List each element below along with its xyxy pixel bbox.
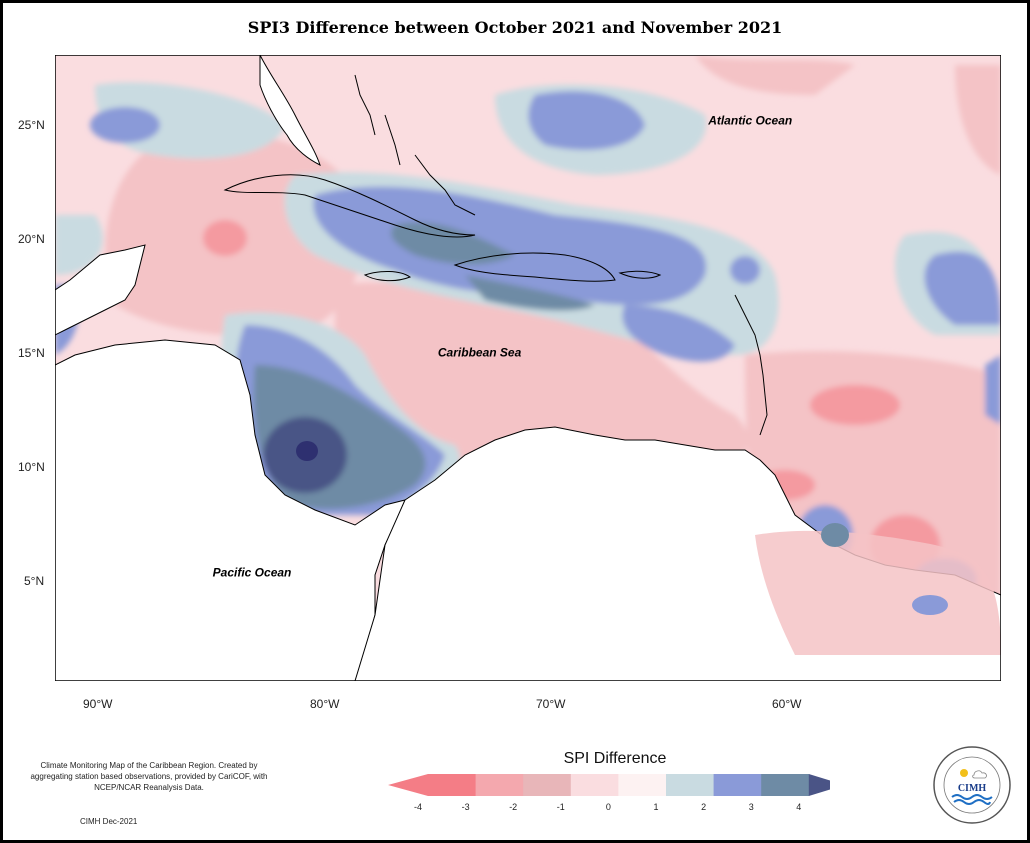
legend-tick-label: 0 [606, 802, 611, 812]
field-neg3-spot1 [203, 220, 247, 256]
field-neg2-central [335, 282, 749, 475]
field-pos1-west-edge [55, 215, 103, 275]
field-pos2-antilles [313, 186, 707, 305]
hispaniola [453, 252, 616, 282]
legend-colorbar: -4 -3 -2 -1 0 1 2 3 4 [388, 774, 830, 812]
lon-tick-60w: 60°W [772, 697, 802, 711]
lat-tick-20n: 20°N [18, 232, 45, 246]
guiana-field [755, 530, 1001, 655]
jamaica [363, 271, 412, 282]
logo-text: CIMH [958, 783, 987, 794]
map-title: SPI3 Difference between October 2021 and… [247, 18, 783, 37]
field-pos2-east [924, 251, 1001, 325]
legend-tick-label: 2 [701, 802, 706, 812]
lesser-antilles [734, 294, 768, 436]
legend-swatch [475, 774, 524, 796]
legend-swatch [761, 774, 810, 796]
legend-tick-label: 1 [653, 802, 658, 812]
legend-swatch [570, 774, 619, 796]
wave-icon [951, 794, 993, 800]
yucatan [55, 244, 146, 336]
legend-swatch [618, 774, 667, 796]
puerto-rico [618, 270, 662, 279]
region-label-atlantic: Atlantic Ocean [707, 114, 792, 128]
cloud-icon [972, 770, 987, 779]
legend-swatch [523, 774, 572, 796]
legend-tick-label: -1 [557, 802, 565, 812]
field-neg2-ne [955, 65, 1001, 175]
suriname-blue-spot [912, 595, 948, 615]
wave-icon [953, 799, 991, 805]
field-pos2-spot [730, 256, 760, 284]
cuba [223, 174, 476, 238]
field-pos3-hispaniola [465, 275, 595, 311]
island-outlines [223, 74, 768, 436]
legend-tick-label: 3 [749, 802, 754, 812]
guyana-blue-spot [821, 523, 849, 547]
legend-tick-label: -3 [462, 802, 470, 812]
legend-arrow-high [808, 774, 830, 796]
legend-tick-label: -2 [509, 802, 517, 812]
field-pos2-pr-south [622, 305, 735, 362]
florida [259, 55, 321, 166]
field-pos2-bahamas [528, 91, 645, 150]
legend-swatch [428, 774, 477, 796]
footer-credit: CIMH Dec-2021 [80, 817, 138, 826]
region-label-pacific: Pacific Ocean [213, 566, 292, 580]
legend-tick-label: 4 [796, 802, 801, 812]
lat-tick-15n: 15°N [18, 346, 45, 360]
bahamas [354, 74, 476, 216]
lat-tick-5n: 5°N [24, 574, 45, 588]
region-label-caribbean: Caribbean Sea [438, 345, 522, 359]
field-pos2-nw [90, 107, 160, 143]
legend-title: SPI Difference [563, 750, 667, 767]
lon-tick-90w: 90°W [83, 697, 113, 711]
legend-swatch [666, 774, 715, 796]
cimh-logo: CIMH [933, 746, 1011, 824]
legend-arrow-low [388, 774, 428, 796]
lon-tick-70w: 70°W [536, 697, 566, 711]
field-neg2-north [695, 55, 855, 95]
sun-icon [960, 769, 968, 777]
field-neg3-spot2 [810, 385, 900, 425]
field-pos4-core [296, 441, 318, 461]
lat-tick-10n: 10°N [18, 460, 45, 474]
lon-tick-80w: 80°W [310, 697, 340, 711]
spi-map: Atlantic Ocean Caribbean Sea Pacific Oce… [55, 55, 1001, 681]
field-pos2-east-edge [985, 355, 1001, 425]
legend-tick-label: -4 [414, 802, 422, 812]
legend-swatch [713, 774, 762, 796]
lat-tick-25n: 25°N [18, 118, 45, 132]
footer-description: Climate Monitoring Map of the Caribbean … [30, 761, 268, 792]
